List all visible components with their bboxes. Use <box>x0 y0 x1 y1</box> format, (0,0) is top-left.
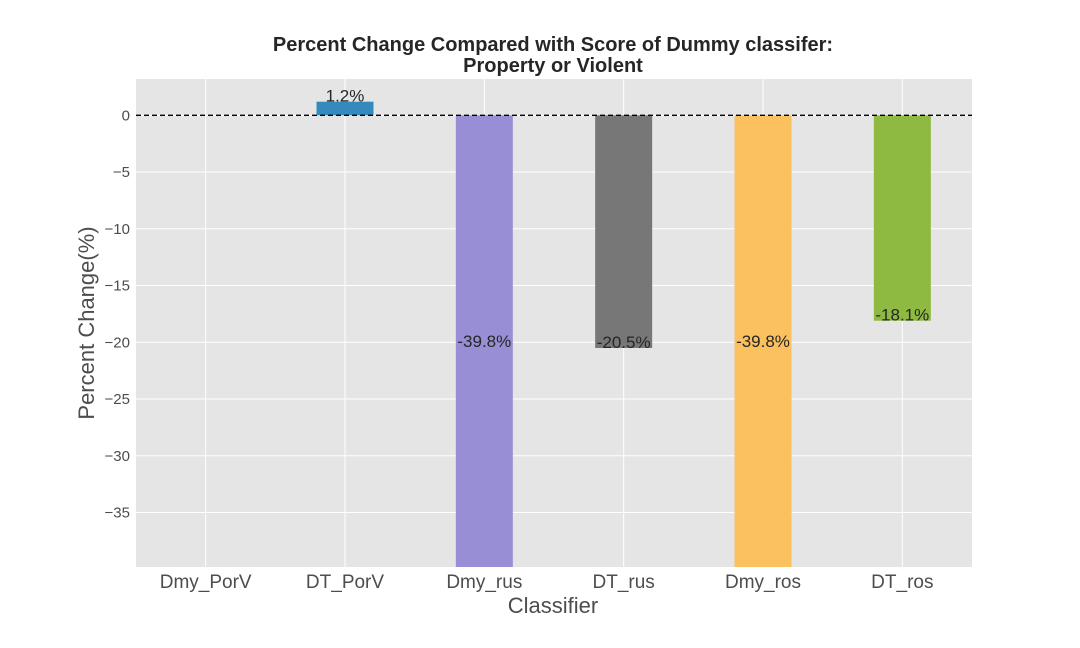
bars <box>316 101 931 567</box>
x-tick-label: Dmy_rus <box>446 572 522 593</box>
data-label-DT_ros: -18.1% <box>875 306 929 325</box>
y-tick-label: −5 <box>113 164 130 181</box>
data-label-Dmy_rus: -39.8% <box>457 332 511 351</box>
x-tick-label: DT_PorV <box>306 572 384 593</box>
y-axis-label: Percent Change(%) <box>74 226 99 419</box>
x-tick-label: DT_ros <box>871 572 933 593</box>
y-tick-label: −25 <box>105 391 130 408</box>
x-tick-label: Dmy_PorV <box>160 572 252 593</box>
data-label-Dmy_ros: -39.8% <box>736 332 790 351</box>
y-tick-label: 0 <box>122 107 130 124</box>
x-tick-label: DT_rus <box>593 572 655 593</box>
bar-Dmy_ros <box>734 115 792 567</box>
chart-subtitle: Property or Violent <box>463 55 643 77</box>
bar-Dmy_rus <box>455 115 513 567</box>
data-label-DT_rus: -20.5% <box>597 333 651 352</box>
chart-title: Percent Change Compared with Score of Du… <box>273 34 833 56</box>
x-axis-ticks: Dmy_PorV DT_PorV Dmy_rus DT_rus Dmy_ros DT_ro… <box>160 572 934 593</box>
bar-DT_rus <box>595 115 653 348</box>
y-tick-label: −10 <box>105 221 130 238</box>
data-labels: 1.2% -39.8% -20.5% -39.8% -18.1% <box>326 87 930 352</box>
y-tick-label: −15 <box>105 278 130 295</box>
y-tick-label: −20 <box>105 334 130 351</box>
x-axis-label: Classifier <box>508 593 598 618</box>
x-tick-label: Dmy_ros <box>725 572 801 593</box>
y-tick-label: −35 <box>105 505 130 522</box>
y-axis-ticks: 0 −5 −10 −15 −20 −25 −30 −35 <box>105 107 130 521</box>
data-label-DT_PorV: 1.2% <box>326 87 365 106</box>
bar-DT_PorV <box>316 101 374 116</box>
y-tick-label: −30 <box>105 448 130 465</box>
bar-DT_ros <box>873 115 931 321</box>
plot-area <box>136 79 972 567</box>
